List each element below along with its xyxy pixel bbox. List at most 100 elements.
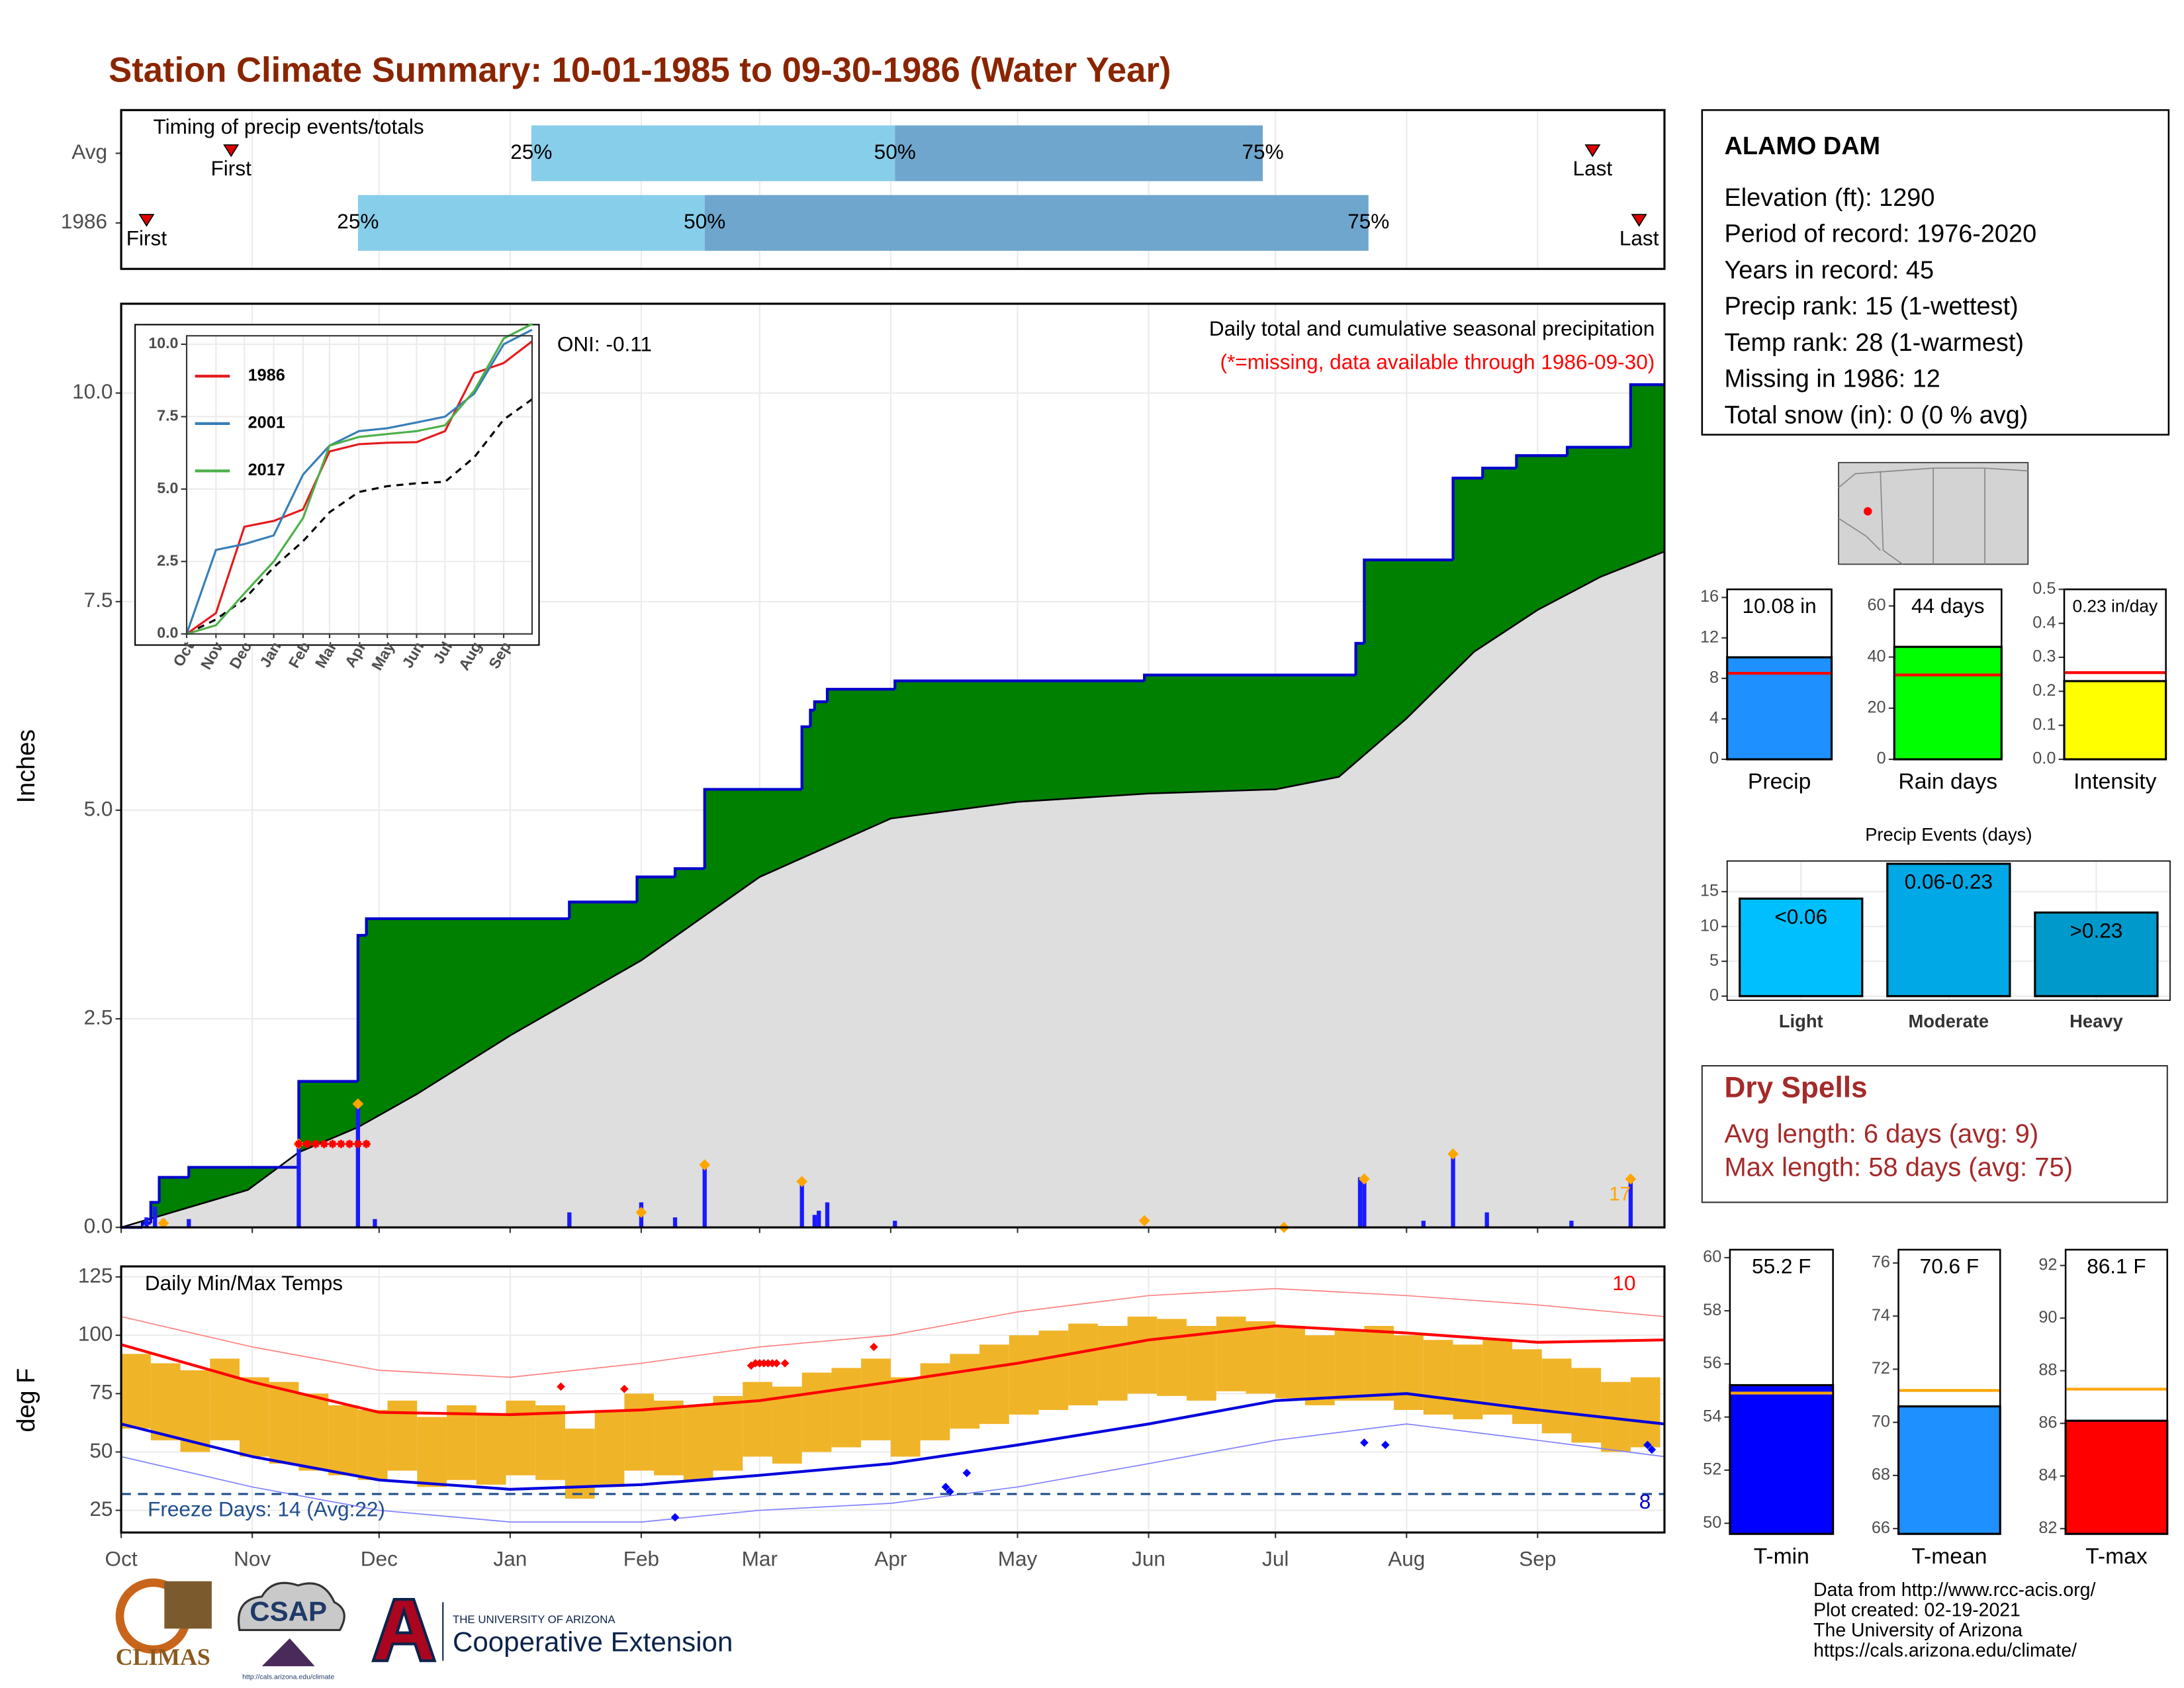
cumulative-line bbox=[635, 875, 676, 902]
legend-label: 2001 bbox=[248, 414, 285, 432]
temp-range-bar bbox=[1364, 1326, 1394, 1401]
daily-bar bbox=[144, 1217, 149, 1228]
temp-range-bar bbox=[1334, 1331, 1365, 1401]
bar bbox=[1897, 1405, 2001, 1535]
y-tick-label: 86 bbox=[2038, 1413, 2057, 1432]
temp-range-bar bbox=[950, 1354, 980, 1429]
temp-range-bar bbox=[387, 1400, 418, 1471]
y-tick-label: 50 bbox=[89, 1438, 113, 1462]
x-tick-label: May bbox=[998, 1547, 1038, 1571]
panel-title: Precip Events (days) bbox=[1865, 824, 2032, 845]
daily-bar bbox=[1357, 1177, 1363, 1228]
daily-bar bbox=[153, 1206, 158, 1228]
marker-label: Last bbox=[1573, 156, 1613, 180]
bar bbox=[2064, 1419, 2169, 1535]
timing-marker bbox=[1584, 144, 1601, 158]
temp-range-bar bbox=[1275, 1326, 1305, 1399]
series-line bbox=[185, 328, 533, 635]
daily-bar bbox=[799, 1181, 804, 1228]
x-tick-label: Dec bbox=[361, 1547, 398, 1571]
category-label: Heavy bbox=[2070, 1011, 2123, 1031]
temp-range-bar bbox=[1423, 1340, 1453, 1415]
bar bbox=[2063, 680, 2167, 761]
panel-border bbox=[2063, 588, 2167, 761]
legend-label: 2017 bbox=[248, 461, 285, 479]
station-line: Elevation (ft): 1290 bbox=[1724, 184, 1934, 212]
series-line bbox=[186, 323, 533, 635]
climas-logo-text: CLIMAS bbox=[116, 1644, 210, 1670]
y-tick-label: 10.0 bbox=[148, 334, 178, 352]
missing-mark bbox=[295, 1139, 303, 1149]
daily-bar bbox=[1362, 1181, 1367, 1228]
temp-range-bar bbox=[1097, 1326, 1128, 1401]
temp-range-bar bbox=[624, 1393, 655, 1471]
category-label: T-min bbox=[1754, 1544, 1809, 1569]
marker bbox=[635, 1207, 647, 1218]
marker bbox=[1625, 1173, 1637, 1185]
bar bbox=[1893, 645, 2003, 761]
panel-border bbox=[1897, 1248, 2001, 1535]
y-tick-label: 66 bbox=[1872, 1519, 1890, 1537]
temp-range-bar bbox=[1157, 1319, 1187, 1396]
locator-map bbox=[1838, 461, 2029, 565]
y-tick-label: 0 bbox=[1709, 749, 1719, 768]
count-label: 17 bbox=[1609, 1184, 1631, 1205]
cumulative-line bbox=[149, 1201, 159, 1223]
daily-bar bbox=[296, 1144, 301, 1228]
temp-range-bar bbox=[1187, 1326, 1216, 1401]
credit-line: https://cals.arizona.edu/climate/ bbox=[1813, 1640, 2077, 1662]
temp-range-bar bbox=[1246, 1321, 1276, 1394]
y-tick-label: 52 bbox=[1703, 1460, 1721, 1479]
missing-mark bbox=[336, 1139, 345, 1149]
cumulative-line bbox=[809, 708, 815, 727]
y-tick-label: 50 bbox=[1703, 1513, 1721, 1532]
marker bbox=[796, 1176, 808, 1188]
temp-range-bar bbox=[1009, 1335, 1039, 1415]
cumulative-line bbox=[158, 1176, 189, 1203]
temp-range-bar bbox=[713, 1395, 743, 1471]
temp-range-bar bbox=[683, 1405, 713, 1480]
subtitle: Daily total and cumulative seasonal prec… bbox=[1209, 316, 1655, 340]
y-tick-label: 15 bbox=[1700, 882, 1719, 900]
count-high: 10 bbox=[1612, 1271, 1635, 1295]
daily-bar bbox=[817, 1210, 821, 1228]
daily-bar bbox=[355, 1106, 361, 1228]
cumulative-line bbox=[1629, 383, 1664, 447]
daily-bar bbox=[1628, 1181, 1633, 1228]
y-tick-label: 7.5 bbox=[157, 407, 178, 424]
daily-bar bbox=[373, 1219, 377, 1228]
y-tick-label: 5 bbox=[1709, 951, 1719, 970]
y-tick-label: 2.5 bbox=[84, 1005, 113, 1029]
marker-label: First bbox=[211, 156, 252, 180]
cumulative-line bbox=[673, 867, 705, 877]
y-tick-label: 0.2 bbox=[2032, 681, 2056, 700]
station-name: ALAMO DAM bbox=[1724, 132, 1880, 160]
panel-title: Timing of precip events/totals bbox=[154, 115, 424, 138]
record-marker bbox=[1647, 1445, 1657, 1454]
station-box bbox=[1701, 109, 2170, 436]
y-tick-label: 54 bbox=[1703, 1407, 1721, 1425]
category-label: T-max bbox=[2085, 1544, 2148, 1569]
marker bbox=[1358, 1173, 1370, 1185]
y-tick-label: 10.0 bbox=[72, 379, 113, 403]
y-tick-label: 0.1 bbox=[2032, 715, 2056, 733]
cumulative-line bbox=[813, 700, 828, 710]
csap-url: http://cals.arizona.edu/climate bbox=[242, 1673, 334, 1681]
temp-range-bar bbox=[831, 1368, 862, 1448]
panel-border bbox=[1729, 1248, 1834, 1535]
freeze-label: Freeze Days: 14 (Avg:22) bbox=[148, 1497, 385, 1521]
daily-bar bbox=[1569, 1221, 1574, 1228]
row-label: Avg bbox=[71, 140, 107, 164]
daily-bar bbox=[567, 1212, 572, 1228]
value-label: 86.1 F bbox=[2087, 1254, 2146, 1278]
y-tick-label: 88 bbox=[2038, 1360, 2057, 1379]
y-tick-label: 75 bbox=[89, 1380, 113, 1404]
temp-range-bar bbox=[328, 1405, 358, 1476]
station-line: Temp rank: 28 (1-warmest) bbox=[1724, 329, 2024, 357]
timing-marker bbox=[223, 144, 240, 158]
annotation: ONI: -0.11 bbox=[557, 332, 652, 355]
average-line bbox=[186, 398, 533, 635]
average-line bbox=[120, 551, 1665, 1229]
cumulative-line bbox=[365, 917, 570, 936]
cumulative-line bbox=[893, 679, 1145, 690]
